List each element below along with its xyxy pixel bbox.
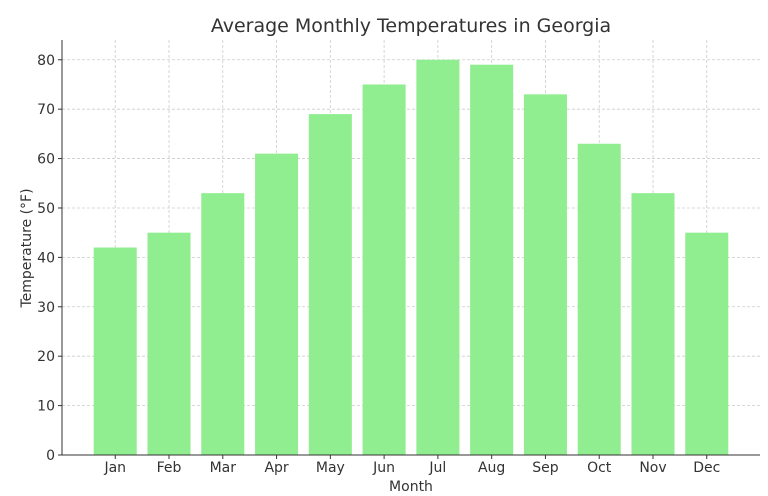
bar-jun <box>362 84 406 455</box>
bar-apr <box>255 153 299 455</box>
x-tick-label: Jul <box>428 460 446 476</box>
x-tick-label: Aug <box>478 460 505 476</box>
bar-jan <box>93 247 137 455</box>
y-tick-label: 70 <box>37 102 55 118</box>
x-tick-label: May <box>316 460 345 476</box>
bar-nov <box>631 193 675 455</box>
x-tick-label: Nov <box>639 460 666 476</box>
y-tick-label: 60 <box>37 152 55 168</box>
x-tick-label: Sep <box>532 460 559 476</box>
bar-jul <box>416 59 460 456</box>
y-tick-label: 20 <box>37 349 55 365</box>
bars <box>93 59 729 456</box>
bar-dec <box>685 232 729 455</box>
x-tick-label: Apr <box>264 460 288 476</box>
x-tick-label: Jan <box>103 460 126 476</box>
x-tick-label: Mar <box>210 460 237 476</box>
x-tick-label: Feb <box>157 460 182 476</box>
y-tick-label: 0 <box>46 448 55 464</box>
bar-may <box>308 114 352 455</box>
x-tick-label: Dec <box>693 460 720 476</box>
axes: 0 10 20 30 40 50 60 70 80 Jan Feb Mar Apr May Jun Jul Au… <box>37 40 760 476</box>
bar-oct <box>577 143 621 455</box>
x-axis-label: Month <box>389 479 433 495</box>
bar-feb <box>147 232 191 455</box>
y-tick-label: 10 <box>37 399 55 415</box>
x-tick-label: Oct <box>587 460 612 476</box>
y-tick-label: 50 <box>37 201 55 217</box>
y-axis-label: Temperature (°F) <box>19 188 35 308</box>
y-tick-label: 30 <box>37 300 55 316</box>
bar-aug <box>470 64 514 455</box>
y-tick-label: 80 <box>37 53 55 69</box>
x-tick-label: Jun <box>372 460 395 476</box>
y-tick-label: 40 <box>37 250 55 266</box>
chart-title: Average Monthly Temperatures in Georgia <box>211 15 611 37</box>
bar-sep <box>523 94 567 455</box>
bar-mar <box>201 193 245 455</box>
